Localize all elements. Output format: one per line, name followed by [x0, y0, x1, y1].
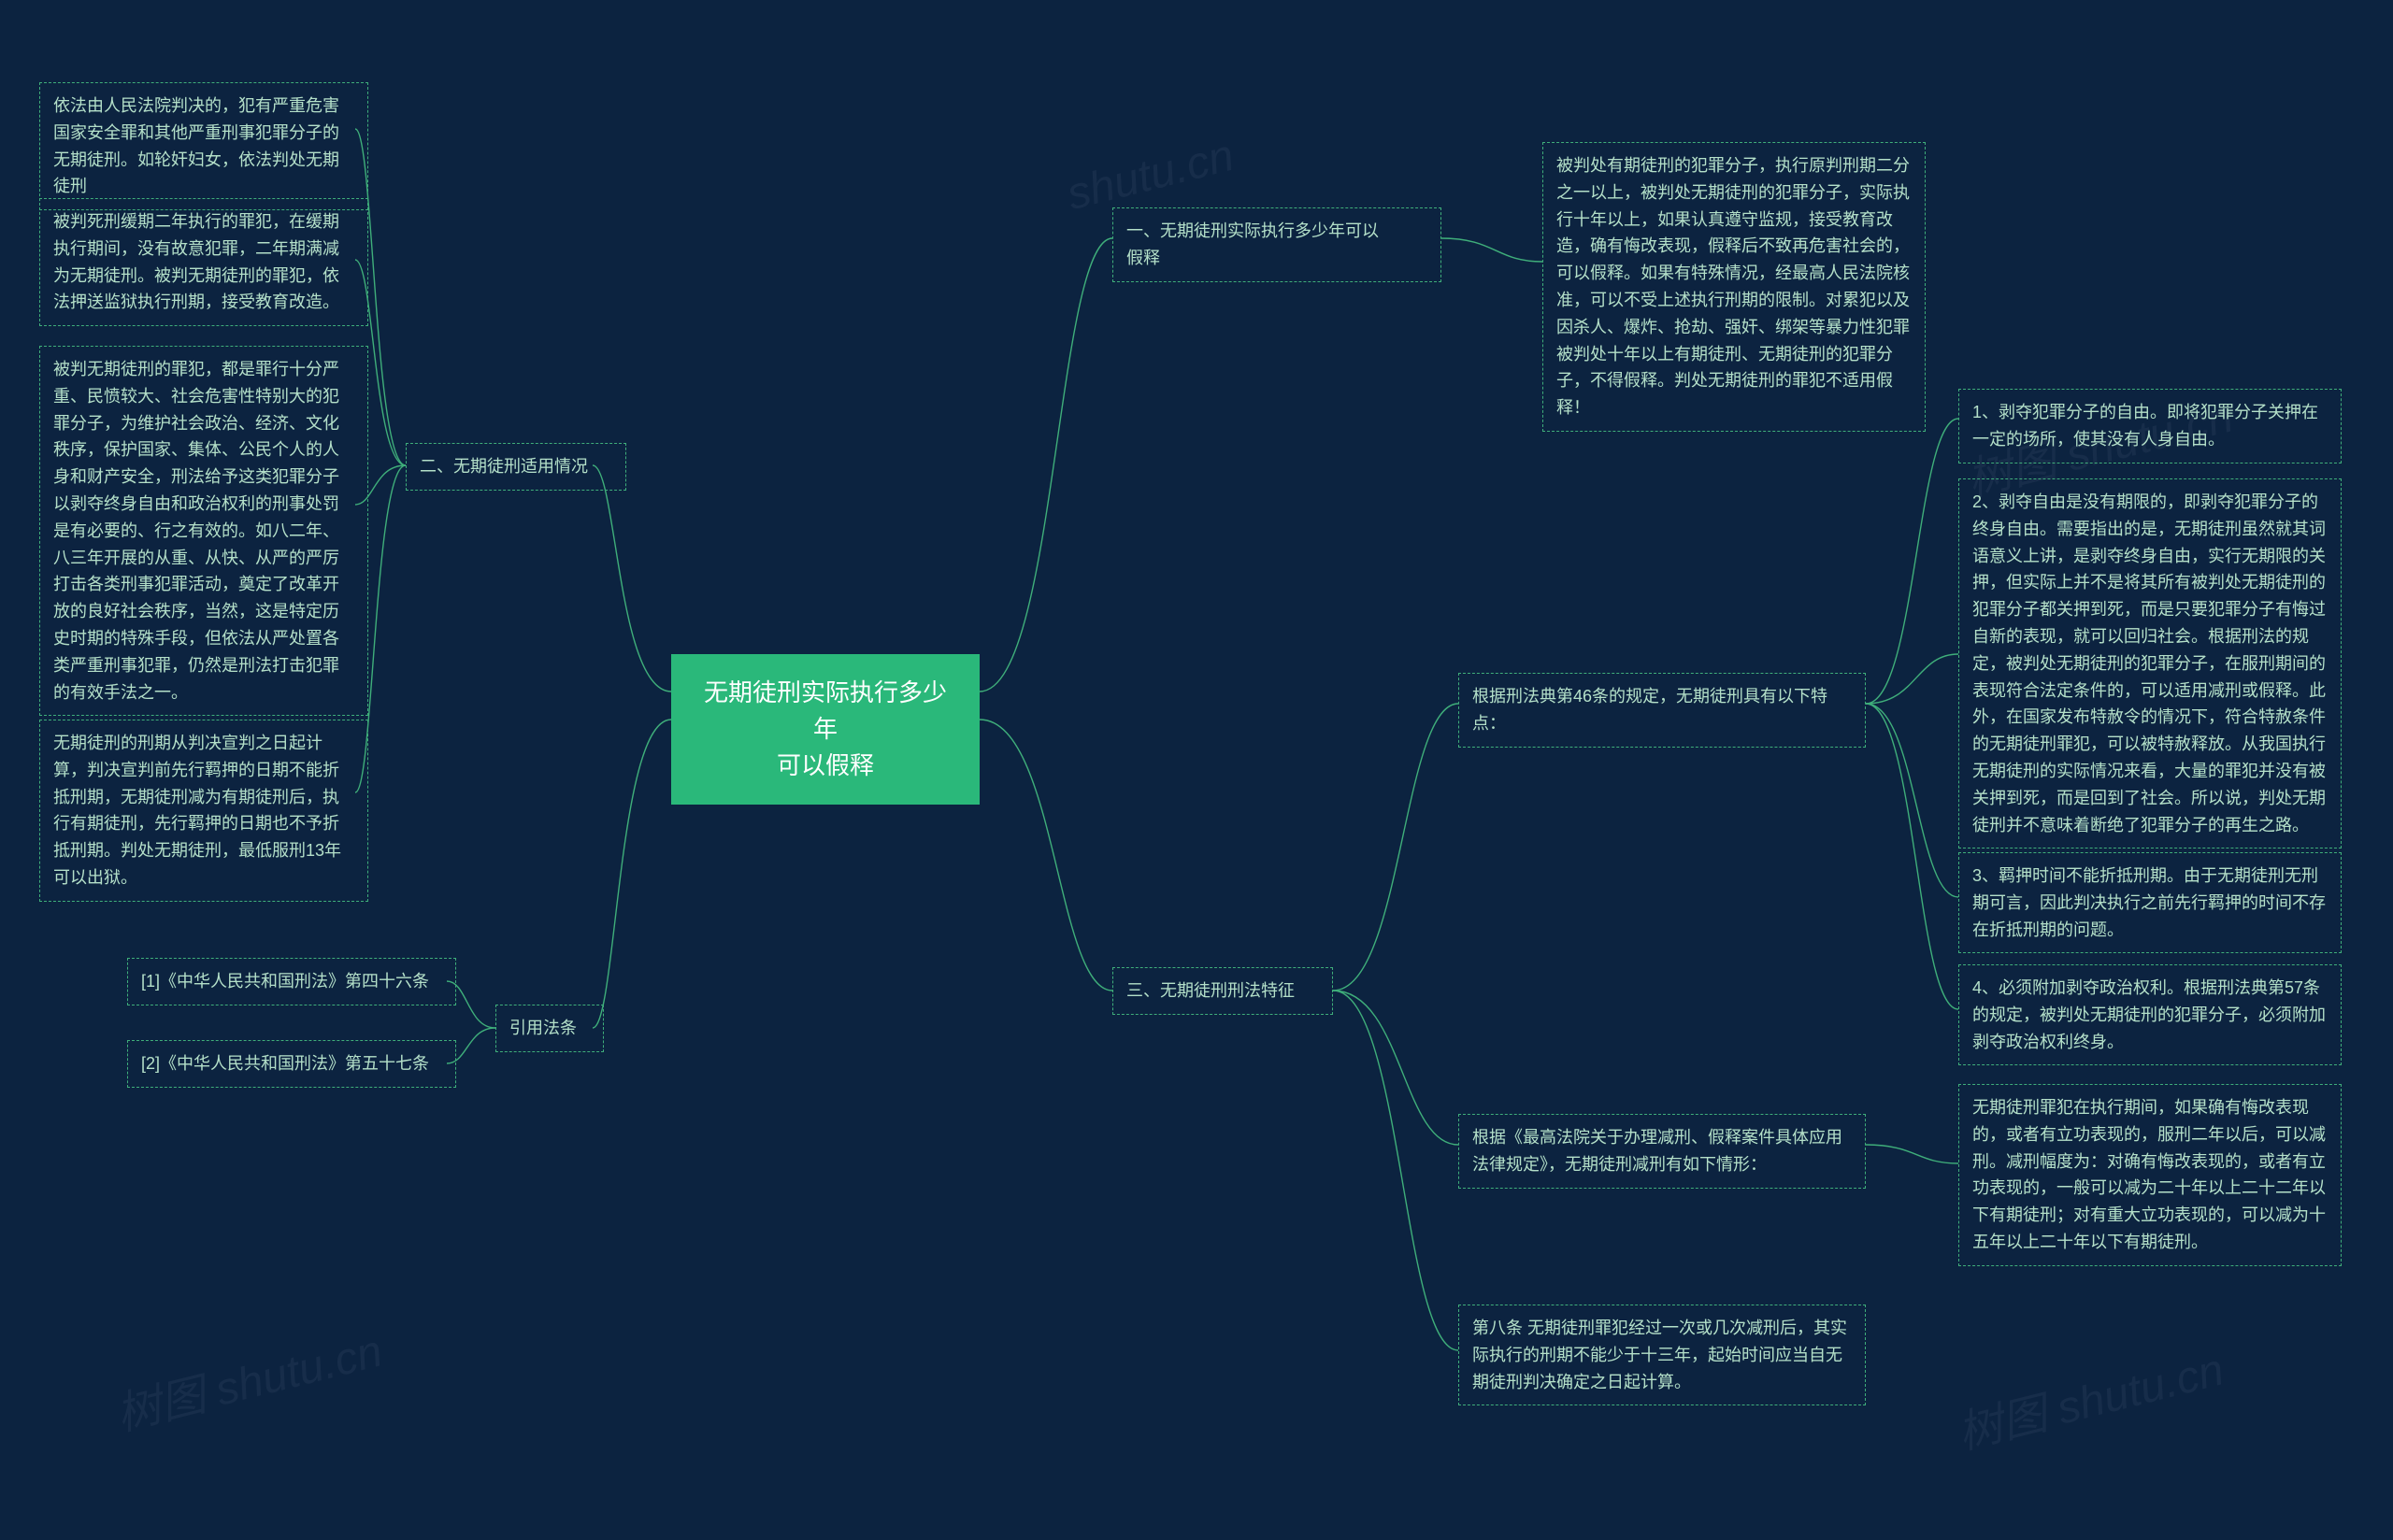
- branch-3-sub46-item4: 4、必须附加剥夺政治权利。根据刑法典第57条的规定，被判处无期徒刑的犯罪分子，必…: [1958, 964, 2342, 1065]
- branch-1-title: 一、无期徒刑实际执行多少年可以假释: [1112, 207, 1441, 282]
- branch-3-subreduce-label: 根据《最高法院关于办理减刑、假释案件具体应用法律规定》，无期徒刑减刑有如下情形：: [1458, 1114, 1866, 1189]
- branch-2-leaf-b: 被判死刑缓期二年执行的罪犯，在缓期执行期间，没有故意犯罪，二年期满减为无期徒刑。…: [39, 198, 368, 326]
- branch-2-leaf-c: 被判无期徒刑的罪犯，都是罪行十分严重、民愤较大、社会危害性特别大的犯罪分子，为维…: [39, 346, 368, 716]
- branch-3-sub46-item2: 2、剥夺自由是没有期限的，即剥夺犯罪分子的终身自由。需要指出的是，无期徒刑虽然就…: [1958, 478, 2342, 848]
- branch-3-subreduce-leaf: 无期徒刑罪犯在执行期间，如果确有悔改表现的，或者有立功表现的，服刑二年以后，可以…: [1958, 1084, 2342, 1266]
- branch-3-sub8: 第八条 无期徒刑罪犯经过一次或几次减刑后，其实际执行的刑期不能少于十三年，起始时…: [1458, 1305, 1866, 1405]
- branch-3-sub46-item1: 1、剥夺犯罪分子的自由。即将犯罪分子关押在一定的场所，使其没有人身自由。: [1958, 389, 2342, 463]
- watermark: 树图 shutu.cn: [1950, 1333, 2229, 1462]
- branch-2-leaf-a: 依法由人民法院判决的，犯有严重危害国家安全罪和其他严重刑事犯罪分子的无期徒刑。如…: [39, 82, 368, 210]
- branch-3-title: 三、无期徒刑刑法特征: [1112, 967, 1333, 1015]
- branch-3-sub46-label: 根据刑法典第46条的规定，无期徒刑具有以下特点：: [1458, 673, 1866, 748]
- center-topic: 无期徒刑实际执行多少年可以假释: [671, 654, 980, 805]
- branch-ref-title: 引用法条: [495, 1005, 604, 1052]
- branch-ref-item2: [2]《中华人民共和国刑法》第五十七条: [127, 1040, 456, 1088]
- branch-3-sub46-item3: 3、羁押时间不能折抵刑期。由于无期徒刑无刑期可言，因此判决执行之前先行羁押的时间…: [1958, 852, 2342, 953]
- watermark: 树图 shutu.cn: [108, 1314, 388, 1443]
- branch-ref-item1: [1]《中华人民共和国刑法》第四十六条: [127, 958, 456, 1005]
- branch-1-leaf: 被判处有期徒刑的犯罪分子，执行原判刑期二分之一以上，被判处无期徒刑的犯罪分子，实…: [1542, 142, 1926, 432]
- branch-2-leaf-d: 无期徒刑的刑期从判决宣判之日起计算，判决宣判前先行羁押的日期不能折抵刑期，无期徒…: [39, 720, 368, 902]
- branch-2-title: 二、无期徒刑适用情况: [406, 443, 626, 491]
